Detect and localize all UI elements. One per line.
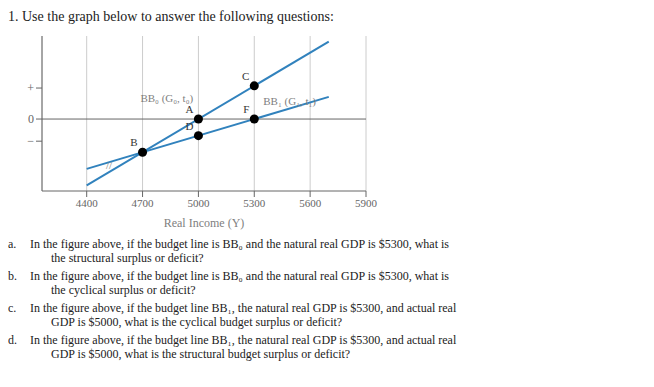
svg-text:5000: 5000 <box>187 197 210 209</box>
svg-text:+: + <box>27 81 34 95</box>
svg-text:4400: 4400 <box>76 197 99 209</box>
html-text:1. Use the graph below to answ: 1. Use the graph below to answer the fol… <box>8 9 334 24</box>
svg-text:A: A <box>185 103 193 115</box>
svg-text:Real Income (Y): Real Income (Y) <box>164 216 245 230</box>
svg-text:5900: 5900 <box>355 197 378 209</box>
svg-text:BB₁ (G₁, t₁): BB₁ (G₁, t₁) <box>263 95 316 108</box>
svg-text:BB₀ (G₀, t₀): BB₀ (G₀, t₀) <box>140 92 193 105</box>
html-text:In the figure above, if the bu: In the figure above, if the budget line … <box>30 301 457 329</box>
html-text:In the figure above, if the bu: In the figure above, if the budget line … <box>30 333 457 361</box>
svg-text://: // <box>106 159 113 171</box>
svg-text:4700: 4700 <box>132 197 155 209</box>
svg-text:C: C <box>242 70 249 82</box>
svg-text:−: − <box>27 134 34 148</box>
svg-text:D: D <box>185 120 193 132</box>
svg-text:5600: 5600 <box>299 197 322 209</box>
svg-text:B: B <box>130 136 137 148</box>
html-text:In the figure above, if the bu: In the figure above, if the budget line … <box>30 269 449 297</box>
html-text:a.: a. <box>8 237 17 251</box>
html-text:b.: b. <box>8 269 17 283</box>
svg-text:F: F <box>243 103 249 115</box>
html-text:In the figure above, if the bu: In the figure above, if the budget line … <box>30 237 449 265</box>
svg-text:0: 0 <box>28 112 34 126</box>
svg-text:5300: 5300 <box>243 197 266 209</box>
html-text:c.: c. <box>8 301 17 315</box>
html-text:d.: d. <box>8 333 17 347</box>
